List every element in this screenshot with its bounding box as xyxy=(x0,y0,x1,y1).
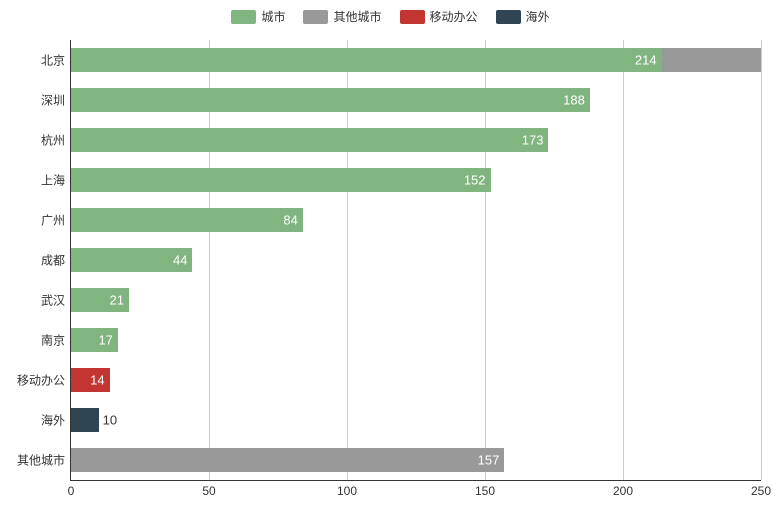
x-tick-label: 0 xyxy=(68,484,75,498)
y-tick-label: 深圳 xyxy=(41,92,65,109)
legend-label: 海外 xyxy=(526,8,550,25)
legend-swatch xyxy=(400,10,425,24)
chart-container: 城市 其他城市 移动办公 海外 050100150200250北京214深圳18… xyxy=(0,0,781,520)
bar-segment[interactable] xyxy=(662,48,761,72)
legend-label: 其他城市 xyxy=(333,8,381,25)
x-tick-label: 150 xyxy=(475,484,495,498)
bar-value-label: 21 xyxy=(109,293,123,308)
legend-item[interactable]: 海外 xyxy=(496,8,550,25)
bar-segment[interactable]: 188 xyxy=(71,88,590,112)
bar-segment[interactable]: 84 xyxy=(71,208,303,232)
legend-swatch xyxy=(496,10,521,24)
legend-item[interactable]: 城市 xyxy=(231,8,285,25)
y-tick-label: 广州 xyxy=(41,212,65,229)
y-tick-label: 成都 xyxy=(41,252,65,269)
gridline xyxy=(761,40,762,480)
x-tick-label: 50 xyxy=(202,484,215,498)
bar-value-label: 214 xyxy=(635,53,657,68)
y-tick-label: 南京 xyxy=(41,332,65,349)
bar-value-label: 44 xyxy=(173,253,187,268)
y-tick-label: 杭州 xyxy=(41,132,65,149)
bar-value-label: 84 xyxy=(283,213,297,228)
y-tick-label: 武汉 xyxy=(41,292,65,309)
bar-value-label: 173 xyxy=(522,133,544,148)
x-tick-label: 200 xyxy=(613,484,633,498)
legend-item[interactable]: 其他城市 xyxy=(303,8,381,25)
legend-label: 移动办公 xyxy=(430,8,478,25)
bar-value-label: 17 xyxy=(98,333,112,348)
y-tick-label: 移动办公 xyxy=(17,372,65,389)
bar-segment[interactable]: 21 xyxy=(71,288,129,312)
bar-segment[interactable]: 152 xyxy=(71,168,491,192)
bar-value-label: 14 xyxy=(90,373,104,388)
x-tick-label: 100 xyxy=(337,484,357,498)
legend-item[interactable]: 移动办公 xyxy=(400,8,478,25)
bar-segment[interactable]: 173 xyxy=(71,128,548,152)
bar-segment[interactable]: 214 xyxy=(71,48,662,72)
bar-value-label: 10 xyxy=(103,413,117,428)
bar-segment[interactable]: 14 xyxy=(71,368,110,392)
bar-segment[interactable]: 44 xyxy=(71,248,192,272)
bar-segment[interactable]: 17 xyxy=(71,328,118,352)
legend-swatch xyxy=(231,10,256,24)
bar-segment[interactable]: 10 xyxy=(71,408,99,432)
legend-label: 城市 xyxy=(261,8,285,25)
y-tick-label: 上海 xyxy=(41,172,65,189)
bar-segment[interactable]: 157 xyxy=(71,448,504,472)
gridline xyxy=(623,40,624,480)
x-tick-label: 250 xyxy=(751,484,771,498)
y-tick-label: 北京 xyxy=(41,52,65,69)
bar-value-label: 157 xyxy=(478,453,500,468)
y-tick-label: 海外 xyxy=(41,412,65,429)
plot-area: 050100150200250北京214深圳188杭州173上海152广州84成… xyxy=(70,40,761,481)
y-tick-label: 其他城市 xyxy=(17,452,65,469)
bar-value-label: 188 xyxy=(563,93,585,108)
legend-swatch xyxy=(303,10,328,24)
legend: 城市 其他城市 移动办公 海外 xyxy=(0,0,781,25)
bar-value-label: 152 xyxy=(464,173,486,188)
